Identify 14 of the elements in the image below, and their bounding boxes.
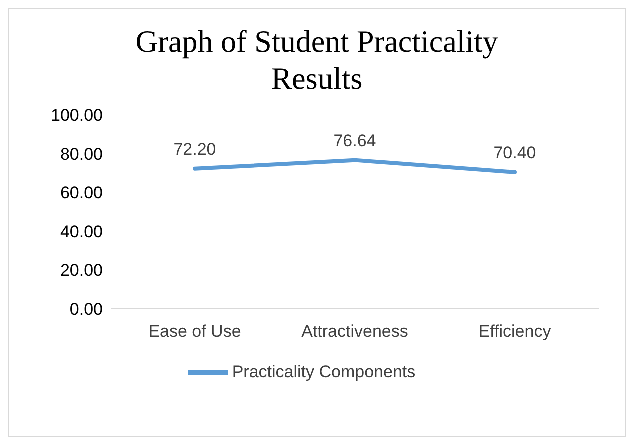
y-tick-label: 100.00 <box>51 106 103 126</box>
y-tick-label: 40.00 <box>60 222 103 242</box>
legend-label: Practicality Components <box>232 362 416 382</box>
chart-title: Graph of Student Practicality Results <box>134 23 500 97</box>
x-tick-label: Attractiveness <box>302 322 408 342</box>
y-tick-label: 0.00 <box>70 300 103 320</box>
x-tick-label: Efficiency <box>478 322 552 342</box>
data-label: 76.64 <box>334 131 376 150</box>
y-tick-label: 20.00 <box>60 261 103 280</box>
data-label: 72.20 <box>174 140 216 159</box>
x-tick-label: Ease of Use <box>148 322 242 342</box>
data-label: 70.40 <box>494 143 536 162</box>
y-tick-label: 60.00 <box>60 184 103 203</box>
y-tick-label: 80.00 <box>60 144 103 164</box>
